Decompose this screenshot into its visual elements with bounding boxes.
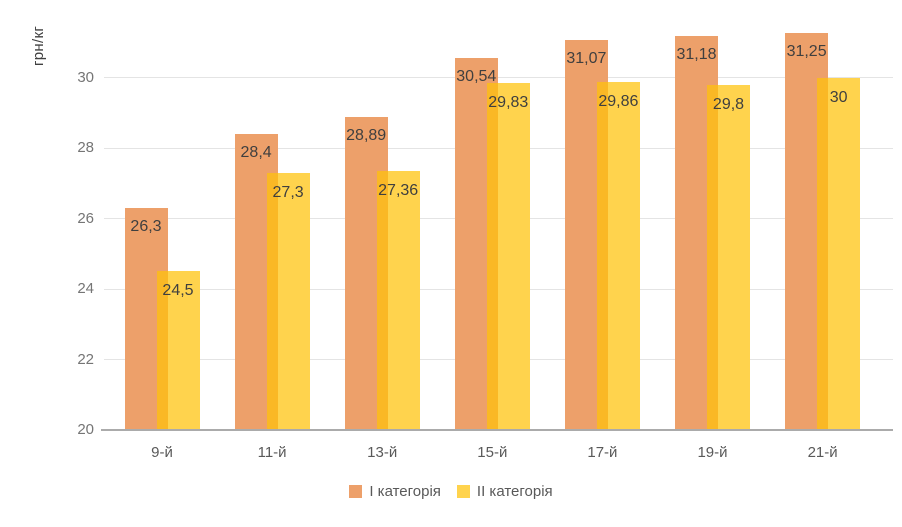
x-axis-label-cat2: 11-й — [257, 444, 287, 461]
data-label-series1-cat7: 31,25 — [786, 43, 827, 61]
data-label-series1-cat1: 26,3 — [130, 217, 162, 235]
x-axis-label-cat5: 17-й — [587, 444, 618, 461]
bar-overlap-cat4 — [486, 83, 498, 430]
legend-swatch-category-1-icon — [349, 485, 363, 498]
y-axis-tick-label: 28 — [77, 139, 94, 156]
data-label-series2-cat5: 29,86 — [598, 93, 639, 111]
y-axis-tick-label: 20 — [77, 421, 94, 438]
x-axis-label-cat1: 9-й — [151, 444, 173, 461]
y-axis-tick-label: 30 — [77, 68, 94, 86]
data-label-series2-cat3: 27,36 — [378, 181, 419, 199]
x-axis-label-cat7: 21-й — [807, 444, 838, 461]
data-label-series2-cat2: 27,3 — [272, 183, 304, 201]
bar-overlap-cat2 — [266, 172, 278, 430]
x-axis-label-cat4: 15-й — [477, 444, 508, 461]
legend-label-category-1: І категорія — [369, 483, 441, 500]
legend-label-category-2: ІІ категорія — [476, 483, 553, 500]
y-axis-tick-label: 26 — [77, 209, 94, 227]
data-label-series1-cat5: 31,07 — [566, 49, 607, 67]
data-label-series1-cat3: 28,89 — [346, 126, 387, 144]
y-axis-tick-label: 22 — [77, 350, 94, 368]
data-label-series2-cat1: 24,5 — [162, 282, 194, 300]
bar-overlap-cat3 — [376, 170, 388, 430]
bar-overlap-cat1 — [156, 271, 168, 430]
x-axis-line — [101, 429, 893, 431]
legend-swatch-category-2-icon — [456, 485, 470, 498]
legend: І категорія ІІ категорія — [0, 483, 902, 500]
bar-overlap-cat5 — [596, 82, 608, 430]
x-axis-label-cat3: 13-й — [367, 444, 398, 461]
bar-overlap-cat7 — [817, 77, 829, 430]
data-label-series2-cat4: 29,83 — [488, 94, 529, 112]
y-axis-tick-label: 24 — [77, 280, 94, 297]
x-axis-label-cat6: 19-й — [697, 444, 728, 461]
data-label-series2-cat6: 29,8 — [712, 95, 745, 113]
data-label-series1-cat4: 30,54 — [456, 68, 497, 86]
data-label-series2-cat7: 30 — [829, 88, 848, 106]
data-label-series1-cat2: 28,4 — [240, 143, 272, 161]
gridline — [104, 77, 893, 78]
legend-item-category-1: І категорія — [349, 483, 441, 500]
data-label-series1-cat6: 31,18 — [676, 45, 717, 63]
legend-item-category-2: ІІ категорія — [456, 483, 553, 500]
bar-overlap-cat6 — [707, 84, 718, 430]
